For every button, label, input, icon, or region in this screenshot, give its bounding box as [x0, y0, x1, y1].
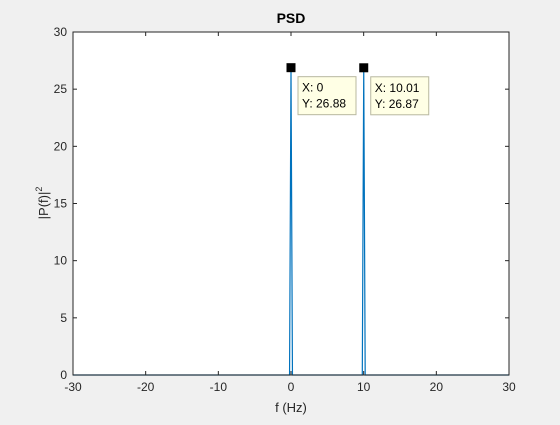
datatip-box	[297, 76, 357, 116]
y-tick-label: 20	[54, 139, 68, 153]
datatip-marker[interactable]	[359, 63, 369, 73]
datatip-box	[370, 76, 430, 116]
datatip[interactable]: X: 10.01 Y: 26.87	[359, 63, 430, 116]
y-axis-label-base: |P(f)|	[36, 192, 51, 220]
y-tick-label: 10	[54, 254, 68, 268]
datatip-marker[interactable]	[286, 63, 296, 73]
x-tick-label: 10	[357, 380, 371, 394]
datatip[interactable]: X: 0 Y: 26.88	[286, 63, 357, 116]
y-axis-label: |P(f)|2	[34, 187, 51, 220]
x-tick-label: 20	[430, 380, 444, 394]
x-tick-label: 30	[502, 380, 516, 394]
y-tick-label: 0	[60, 368, 67, 382]
y-axis-label-exponent: 2	[34, 187, 44, 192]
datatip-y-text: Y: 26.88	[302, 97, 346, 111]
x-tick-label: 0	[288, 380, 295, 394]
y-tick-label: 15	[54, 197, 68, 211]
x-tick-label: -30	[64, 380, 82, 394]
chart-title: PSD	[277, 10, 306, 26]
y-tick-label: 5	[60, 311, 67, 325]
y-tick-label: 25	[54, 82, 68, 96]
y-tick-label: 30	[54, 25, 68, 39]
x-tick-label: -10	[210, 380, 228, 394]
x-tick-label: -20	[137, 380, 155, 394]
x-axis-label: f (Hz)	[275, 400, 307, 415]
datatip-x-text: X: 0	[302, 81, 324, 95]
datatip-y-text: Y: 26.87	[375, 97, 419, 111]
datatip-x-text: X: 10.01	[375, 81, 420, 95]
